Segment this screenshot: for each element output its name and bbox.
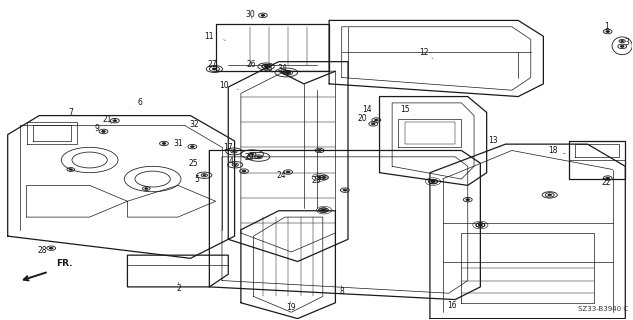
Circle shape: [145, 188, 148, 189]
Circle shape: [113, 120, 116, 122]
Text: 32: 32: [189, 120, 199, 129]
Text: 9: 9: [94, 124, 99, 133]
Text: 8: 8: [339, 287, 344, 296]
Text: 34: 34: [277, 63, 287, 73]
Text: 33: 33: [264, 63, 273, 73]
Text: 4: 4: [229, 157, 234, 166]
Circle shape: [191, 146, 194, 148]
Text: SZ33-B3940 C: SZ33-B3940 C: [579, 306, 629, 312]
Text: 21: 21: [103, 115, 112, 124]
Circle shape: [343, 189, 347, 191]
Text: 29: 29: [244, 153, 254, 162]
Circle shape: [548, 194, 551, 196]
Text: 3: 3: [624, 38, 629, 47]
Text: 7: 7: [68, 108, 73, 117]
Text: 27: 27: [208, 60, 217, 69]
Circle shape: [606, 31, 610, 32]
Text: 16: 16: [447, 301, 457, 310]
Circle shape: [621, 40, 624, 42]
Text: 6: 6: [137, 99, 142, 108]
Circle shape: [606, 177, 610, 179]
Circle shape: [69, 169, 72, 170]
Circle shape: [284, 71, 288, 73]
Circle shape: [49, 247, 53, 249]
Circle shape: [322, 177, 326, 178]
Text: 15: 15: [400, 105, 410, 114]
Text: 25: 25: [188, 159, 197, 168]
Circle shape: [466, 199, 470, 201]
Text: 26: 26: [246, 60, 256, 69]
Text: 31: 31: [173, 139, 183, 148]
Text: 20: 20: [357, 114, 367, 123]
Circle shape: [162, 143, 166, 144]
Text: 24: 24: [277, 171, 286, 180]
Circle shape: [479, 224, 482, 226]
Text: 2: 2: [176, 284, 181, 293]
Circle shape: [286, 171, 290, 173]
Circle shape: [261, 14, 265, 16]
Circle shape: [264, 66, 268, 67]
Circle shape: [372, 123, 375, 125]
Circle shape: [232, 151, 235, 152]
Text: 10: 10: [220, 81, 229, 90]
Circle shape: [286, 72, 290, 74]
Circle shape: [242, 170, 246, 172]
Circle shape: [257, 156, 260, 158]
Text: 17: 17: [223, 143, 233, 152]
Circle shape: [620, 45, 624, 47]
Circle shape: [234, 164, 237, 165]
Circle shape: [431, 180, 435, 182]
Text: 30: 30: [246, 10, 255, 19]
Text: FR.: FR.: [56, 260, 73, 268]
Text: 23: 23: [311, 176, 322, 185]
Text: 1: 1: [604, 22, 609, 31]
Text: 11: 11: [204, 32, 214, 41]
Text: 14: 14: [362, 105, 372, 114]
Text: 19: 19: [287, 303, 296, 312]
Text: 5: 5: [194, 174, 199, 184]
Circle shape: [375, 119, 379, 121]
Text: 12: 12: [419, 48, 429, 57]
Circle shape: [321, 209, 325, 211]
Circle shape: [203, 175, 206, 176]
Text: 18: 18: [548, 146, 558, 155]
Circle shape: [102, 131, 105, 132]
Circle shape: [431, 180, 435, 182]
Circle shape: [318, 149, 322, 151]
Circle shape: [212, 68, 216, 70]
Text: 13: 13: [488, 136, 498, 146]
Circle shape: [322, 209, 326, 211]
Circle shape: [251, 154, 254, 155]
Text: 22: 22: [601, 178, 611, 187]
Text: 28: 28: [37, 246, 47, 255]
Circle shape: [479, 224, 482, 226]
Circle shape: [318, 177, 322, 178]
